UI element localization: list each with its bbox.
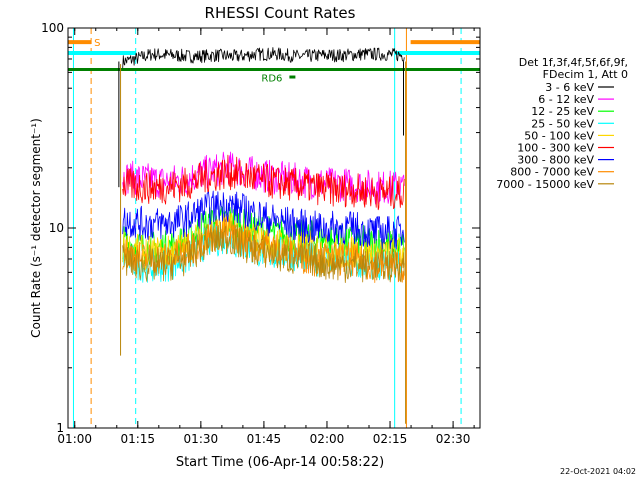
y-tick-label: 10 <box>49 221 64 235</box>
legend-label: 100 - 300 keV <box>517 142 594 155</box>
series-5-line <box>122 154 405 211</box>
y-tick-label: 100 <box>41 21 64 35</box>
y-axis-label: Count Rate (s⁻¹ detector segment⁻¹) <box>29 118 43 338</box>
series-0-line <box>122 47 405 69</box>
chart-title: RHESSI Count Rates <box>205 4 356 22</box>
legend-label: 300 - 800 keV <box>517 154 594 167</box>
series-1-line <box>122 151 405 205</box>
x-tick-label: 01:45 <box>247 432 282 446</box>
legend-label: 800 - 7000 keV <box>510 166 594 179</box>
decimation-marker <box>289 75 296 79</box>
y-tick-label: 1 <box>56 421 64 435</box>
x-tick-label: 02:15 <box>373 432 408 446</box>
x-tick-label: 02:30 <box>436 432 471 446</box>
series-8-line <box>122 221 405 284</box>
legend-label: 6 - 12 keV <box>538 93 594 106</box>
saa-flag-label: S <box>94 38 100 49</box>
x-tick-label: 01:15 <box>120 432 155 446</box>
footer-timestamp: 22-Oct-2021 04:02 <box>560 467 636 476</box>
decimation-flag-label: RD6 <box>261 74 282 85</box>
series-layer <box>118 47 407 424</box>
x-tick-label: 02:00 <box>310 432 345 446</box>
legend-label: 7000 - 15000 keV <box>496 178 594 191</box>
x-tick-label: 01:00 <box>57 432 92 446</box>
x-axis-label: Start Time (06-Apr-14 00:58:22) <box>176 455 384 470</box>
axes-layer: 01:00 01:15 01:30 01:45 02:00 02:15 02:30 1 10 10… <box>41 21 481 446</box>
legend-label: 12 - 25 keV <box>531 105 594 118</box>
legend-label: 50 - 100 keV <box>524 129 594 142</box>
legend-label: 3 - 6 keV <box>545 81 594 94</box>
legend-label: 25 - 50 keV <box>531 117 594 130</box>
series-6-line <box>122 190 405 250</box>
legend-header-line-1: Det 1f,3f,4f,5f,6f,9f, <box>519 56 628 69</box>
legend-header-line-2: FDecim 1, Att 0 <box>543 68 628 81</box>
x-tick-label: 01:30 <box>184 432 219 446</box>
